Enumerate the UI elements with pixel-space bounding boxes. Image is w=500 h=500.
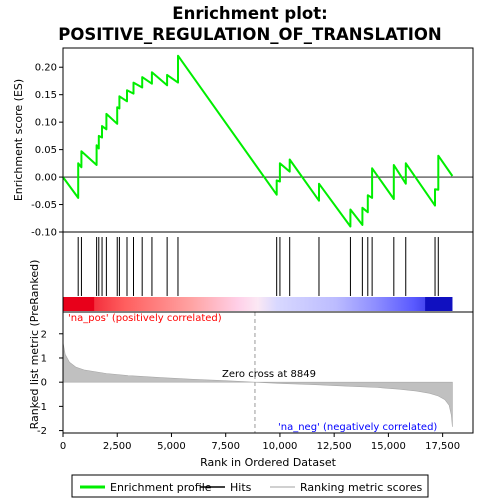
- es-y-tick-label: -0.05: [31, 200, 57, 211]
- na-neg-label: 'na_neg' (negatively correlated): [278, 422, 437, 433]
- ranking-color-segment: [63, 297, 95, 311]
- chart-title: Enrichment plot: POSITIVE_REGULATION_OF_T…: [58, 4, 441, 44]
- x-tick-label: 10,000: [262, 441, 297, 452]
- ranking-metric-area: [62, 342, 453, 427]
- ranked-metric-panel: -2 -1 0 1 2 'na_pos' (positively correlated) Z…: [28, 260, 474, 469]
- metric-y-axis-label: Ranked list metric (PreRanked): [28, 260, 41, 430]
- es-y-axis-label: Enrichment score (ES): [12, 79, 25, 201]
- enrichment-profile-line: [62, 54, 454, 228]
- chart-title-line: POSITIVE_REGULATION_OF_TRANSLATION: [58, 25, 441, 44]
- x-tick-label: 17,500: [425, 441, 460, 452]
- es-y-tick-label: 0.20: [35, 63, 57, 74]
- x-tick-label: 12,500: [317, 441, 352, 452]
- enrichment-score-panel: -0.10 -0.05 0.00 0.05 0.10 0.15 0.20 Enrichment…: [12, 47, 474, 239]
- x-tick-label: 2,500: [103, 441, 132, 452]
- legend-label: Ranking metric scores: [300, 481, 422, 494]
- es-y-tick-label: 0.15: [35, 90, 57, 101]
- metric-background: [63, 312, 473, 433]
- legend-label: Enrichment profile: [110, 481, 212, 494]
- na-pos-label: 'na_pos' (positively correlated): [68, 313, 222, 324]
- es-y-tick-label: 0.00: [35, 173, 57, 184]
- metric-y-tick-label: 1: [41, 353, 47, 364]
- legend-label: Hits: [230, 481, 252, 494]
- chart-title-line: Enrichment plot:: [172, 4, 327, 23]
- ranking-color-segment: [425, 297, 453, 311]
- es-plot-background: [63, 48, 473, 232]
- es-y-tick-label: 0.05: [35, 145, 57, 156]
- x-tick-label: 15,000: [371, 441, 406, 452]
- metric-y-tick-label: 2: [41, 329, 47, 340]
- metric-y-tick-label: 0: [41, 378, 47, 389]
- legend-box: [71, 474, 429, 498]
- legend: Enrichment profile Hits Ranking metric sco…: [71, 474, 429, 498]
- ranking-color-bar: [63, 297, 453, 311]
- es-y-tick-label: 0.10: [35, 118, 57, 129]
- x-tick-label: 0: [60, 441, 66, 452]
- zero-cross-label: Zero cross at 8849: [222, 369, 316, 380]
- x-axis-label: Rank in Ordered Dataset: [200, 456, 337, 469]
- es-y-tick-label: -0.10: [31, 228, 57, 239]
- metric-y-tick-label: -2: [37, 426, 47, 437]
- metric-frame: [62, 311, 474, 434]
- x-tick-label: 7,500: [211, 441, 240, 452]
- metric-y-tick-label: -1: [37, 402, 47, 413]
- x-tick-label: 5,000: [157, 441, 186, 452]
- hits-panel: [62, 231, 474, 313]
